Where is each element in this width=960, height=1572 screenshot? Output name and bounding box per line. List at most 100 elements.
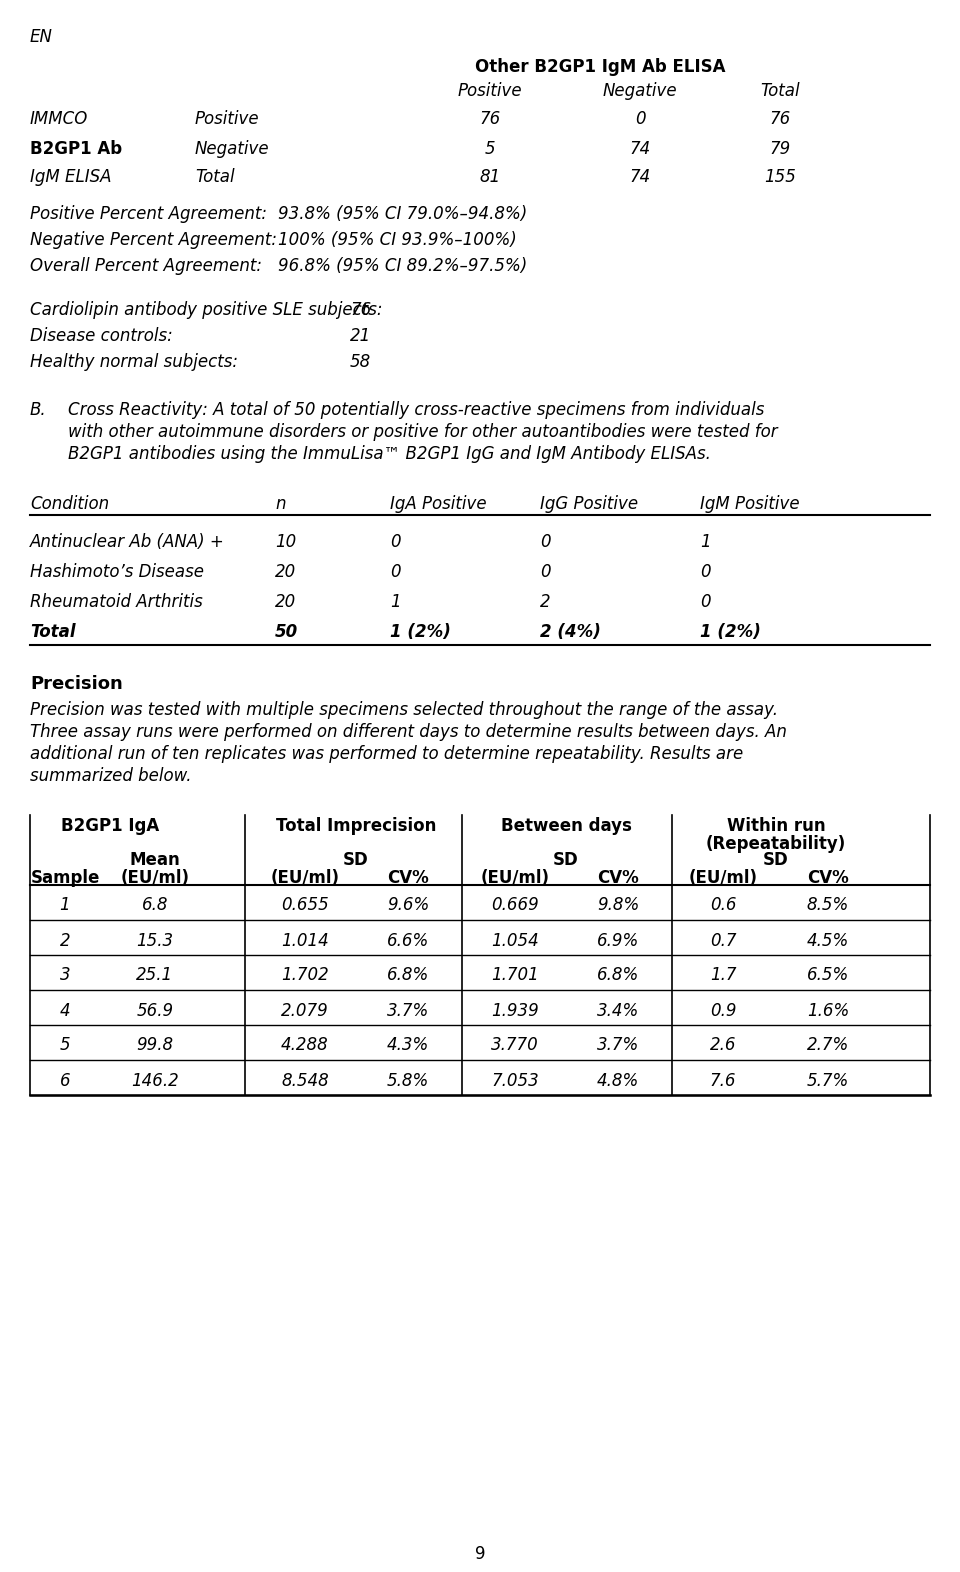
- Text: Negative Percent Agreement:: Negative Percent Agreement:: [30, 231, 277, 248]
- Text: Positive: Positive: [195, 110, 259, 127]
- Text: Precision: Precision: [30, 674, 123, 693]
- Text: SD: SD: [343, 850, 369, 869]
- Text: Total Imprecision: Total Imprecision: [276, 817, 436, 835]
- Text: 2 (4%): 2 (4%): [540, 623, 601, 641]
- Text: 3: 3: [60, 967, 70, 984]
- Text: 4: 4: [60, 1001, 70, 1020]
- Text: IgG Positive: IgG Positive: [540, 495, 638, 512]
- Text: 6.8%: 6.8%: [597, 967, 639, 984]
- Text: SD: SD: [763, 850, 789, 869]
- Text: n: n: [275, 495, 285, 512]
- Text: 2: 2: [60, 932, 70, 949]
- Text: 155: 155: [764, 168, 796, 185]
- Text: 25.1: 25.1: [136, 967, 174, 984]
- Text: 3.7%: 3.7%: [597, 1036, 639, 1055]
- Text: 6.6%: 6.6%: [387, 932, 429, 949]
- Text: 0.6: 0.6: [709, 896, 736, 915]
- Text: 76: 76: [769, 110, 791, 127]
- Text: 74: 74: [630, 168, 651, 185]
- Text: 6.8: 6.8: [142, 896, 168, 915]
- Text: 21: 21: [350, 327, 372, 344]
- Text: 4.8%: 4.8%: [597, 1072, 639, 1089]
- Text: 15.3: 15.3: [136, 932, 174, 949]
- Text: 6: 6: [60, 1072, 70, 1089]
- Text: CV%: CV%: [597, 869, 638, 887]
- Text: 0: 0: [390, 563, 400, 582]
- Text: 0: 0: [700, 563, 710, 582]
- Text: 1.014: 1.014: [281, 932, 329, 949]
- Text: 0.7: 0.7: [709, 932, 736, 949]
- Text: Positive Percent Agreement:: Positive Percent Agreement:: [30, 204, 267, 223]
- Text: 2.7%: 2.7%: [806, 1036, 850, 1055]
- Text: 9: 9: [475, 1545, 485, 1563]
- Text: 56.9: 56.9: [136, 1001, 174, 1020]
- Text: 0: 0: [635, 110, 645, 127]
- Text: summarized below.: summarized below.: [30, 767, 191, 784]
- Text: 7.6: 7.6: [709, 1072, 736, 1089]
- Text: Cross Reactivity: A total of 50 potentially cross-reactive specimens from indivi: Cross Reactivity: A total of 50 potentia…: [68, 401, 764, 420]
- Text: 1.702: 1.702: [281, 967, 329, 984]
- Text: Hashimoto’s Disease: Hashimoto’s Disease: [30, 563, 204, 582]
- Text: IMMCO: IMMCO: [30, 110, 88, 127]
- Text: 0: 0: [540, 563, 551, 582]
- Text: SD: SD: [553, 850, 579, 869]
- Text: 0.9: 0.9: [709, 1001, 736, 1020]
- Text: 1: 1: [700, 533, 710, 552]
- Text: Three assay runs were performed on different days to determine results between d: Three assay runs were performed on diffe…: [30, 723, 787, 740]
- Text: additional run of ten replicates was performed to determine repeatability. Resul: additional run of ten replicates was per…: [30, 745, 743, 762]
- Text: 0: 0: [540, 533, 551, 552]
- Text: Disease controls:: Disease controls:: [30, 327, 173, 344]
- Text: 4.3%: 4.3%: [387, 1036, 429, 1055]
- Text: 1 (2%): 1 (2%): [700, 623, 761, 641]
- Text: 4.288: 4.288: [281, 1036, 329, 1055]
- Text: 76: 76: [479, 110, 500, 127]
- Text: B2GP1 Ab: B2GP1 Ab: [30, 140, 122, 159]
- Text: 2.079: 2.079: [281, 1001, 329, 1020]
- Text: 1.7: 1.7: [709, 967, 736, 984]
- Text: IgA Positive: IgA Positive: [390, 495, 487, 512]
- Text: 50: 50: [275, 623, 299, 641]
- Text: CV%: CV%: [807, 869, 849, 887]
- Text: Rheumatoid Arthritis: Rheumatoid Arthritis: [30, 593, 203, 612]
- Text: Mean: Mean: [130, 850, 180, 869]
- Text: 4.5%: 4.5%: [806, 932, 850, 949]
- Text: Overall Percent Agreement:: Overall Percent Agreement:: [30, 256, 262, 275]
- Text: Other B2GP1 IgM Ab ELISA: Other B2GP1 IgM Ab ELISA: [475, 58, 725, 75]
- Text: (Repeatability): (Repeatability): [706, 835, 846, 854]
- Text: Total: Total: [195, 168, 234, 185]
- Text: 5.8%: 5.8%: [387, 1072, 429, 1089]
- Text: 7.053: 7.053: [492, 1072, 539, 1089]
- Text: 3.7%: 3.7%: [387, 1001, 429, 1020]
- Text: 99.8: 99.8: [136, 1036, 174, 1055]
- Text: 76: 76: [350, 300, 372, 319]
- Text: 9.8%: 9.8%: [597, 896, 639, 915]
- Text: 20: 20: [275, 593, 297, 612]
- Text: 1.054: 1.054: [492, 932, 539, 949]
- Text: 58: 58: [350, 354, 372, 371]
- Text: 9.6%: 9.6%: [387, 896, 429, 915]
- Text: 0: 0: [390, 533, 400, 552]
- Text: Total: Total: [760, 82, 800, 101]
- Text: Precision was tested with multiple specimens selected throughout the range of th: Precision was tested with multiple speci…: [30, 701, 778, 718]
- Text: 1 (2%): 1 (2%): [390, 623, 451, 641]
- Text: 5.7%: 5.7%: [806, 1072, 850, 1089]
- Text: 2.6: 2.6: [709, 1036, 736, 1055]
- Text: with other autoimmune disorders or positive for other autoantibodies were tested: with other autoimmune disorders or posit…: [68, 423, 778, 442]
- Text: (EU/ml): (EU/ml): [481, 869, 549, 887]
- Text: 0: 0: [700, 593, 710, 612]
- Text: 81: 81: [479, 168, 500, 185]
- Text: 96.8% (95% CI 89.2%–97.5%): 96.8% (95% CI 89.2%–97.5%): [278, 256, 527, 275]
- Text: Healthy normal subjects:: Healthy normal subjects:: [30, 354, 238, 371]
- Text: 8.548: 8.548: [281, 1072, 329, 1089]
- Text: Sample: Sample: [31, 869, 100, 887]
- Text: 1: 1: [390, 593, 400, 612]
- Text: Positive: Positive: [458, 82, 522, 101]
- Text: 1.6%: 1.6%: [806, 1001, 850, 1020]
- Text: Antinuclear Ab (ANA) +: Antinuclear Ab (ANA) +: [30, 533, 225, 552]
- Text: (EU/ml): (EU/ml): [271, 869, 340, 887]
- Text: 3.770: 3.770: [492, 1036, 539, 1055]
- Text: Total: Total: [30, 623, 76, 641]
- Text: 2: 2: [540, 593, 551, 612]
- Text: Condition: Condition: [30, 495, 109, 512]
- Text: Between days: Between days: [500, 817, 632, 835]
